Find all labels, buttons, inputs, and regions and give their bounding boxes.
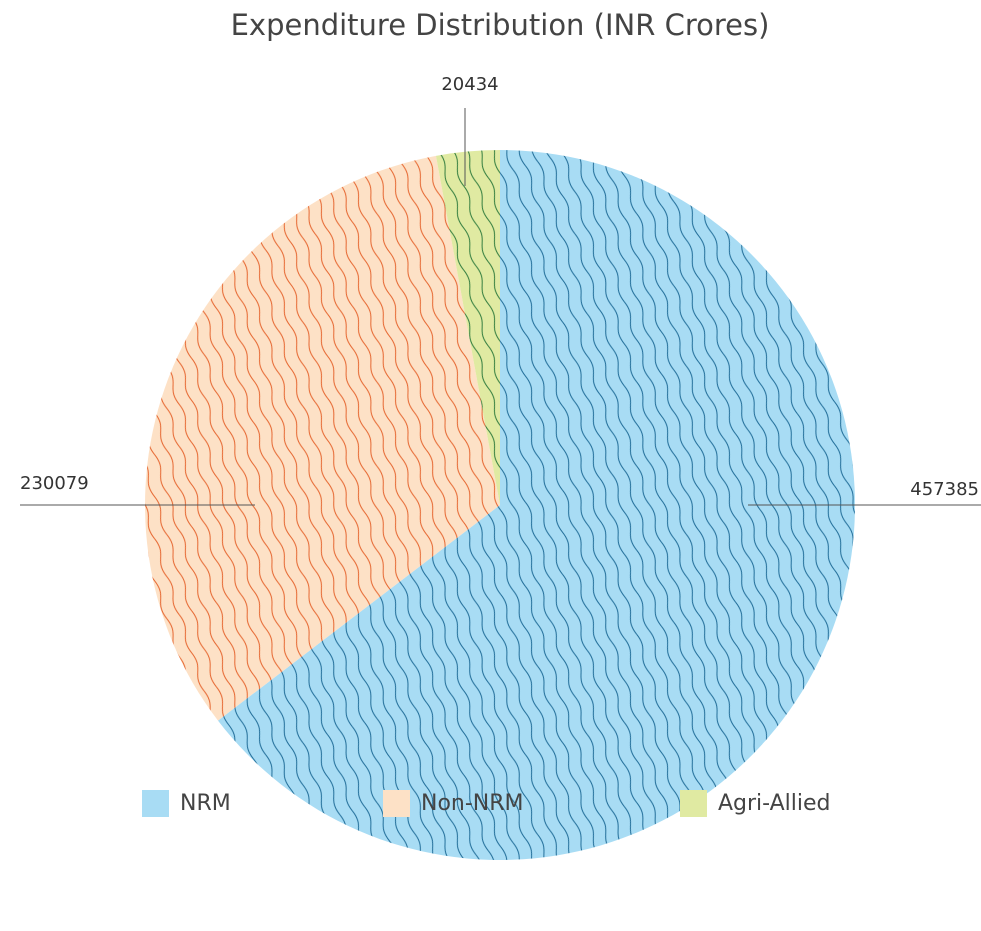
- legend-swatch: [383, 790, 410, 817]
- legend-swatch: [142, 790, 169, 817]
- chart-title: Expenditure Distribution (INR Crores): [231, 8, 770, 42]
- legend-label: Non-NRM: [421, 791, 524, 816]
- legend-label: NRM: [180, 791, 231, 816]
- pie-slice: [145, 155, 500, 721]
- pie-slice: [435, 150, 500, 505]
- data-label: 230079: [20, 473, 89, 494]
- legend-swatch: [680, 790, 707, 817]
- data-label: 457385: [910, 479, 979, 500]
- pie-slice: [217, 150, 856, 861]
- data-label: 20434: [441, 74, 498, 95]
- legend-label: Agri-Allied: [718, 791, 831, 816]
